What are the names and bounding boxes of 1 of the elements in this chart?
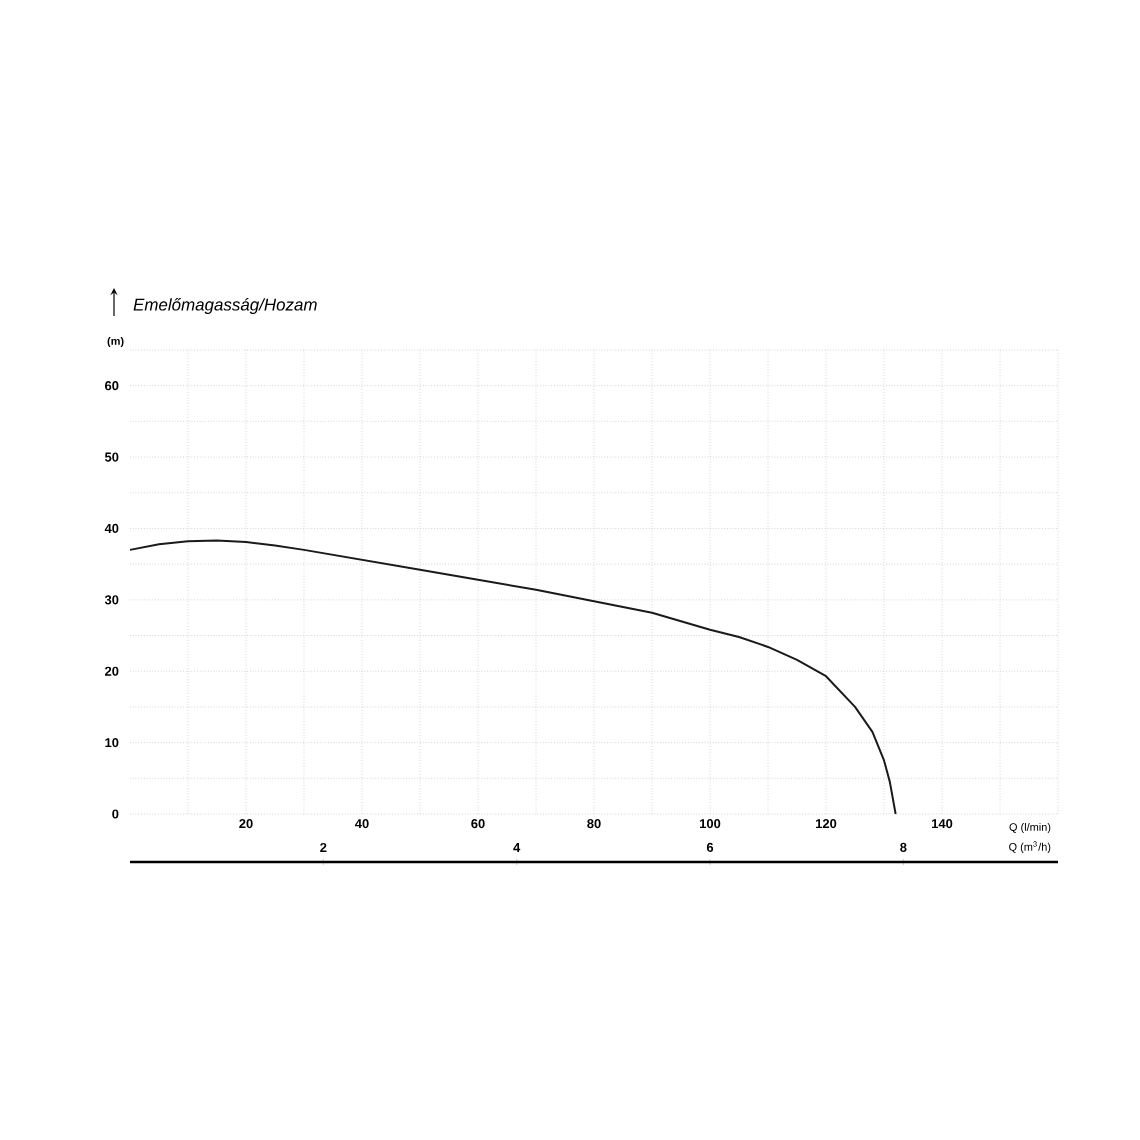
- y-axis-title: Emelőmagasság/Hozam: [133, 297, 317, 314]
